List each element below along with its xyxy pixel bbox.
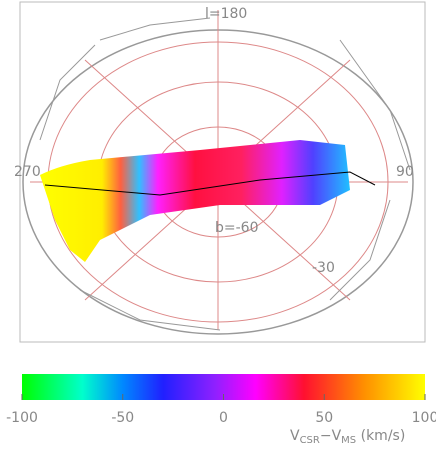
- label-part: V: [290, 428, 300, 444]
- velocity-cloud: [40, 140, 350, 262]
- annotation: l=180: [205, 6, 247, 22]
- colorbar-tick-label: -50: [111, 410, 134, 426]
- annotation: b=-60: [215, 220, 258, 236]
- colorbar-tick-label: -100: [6, 410, 38, 426]
- label-part: CSR: [300, 435, 320, 445]
- label-part: (km/s): [356, 428, 405, 444]
- colorbar-label: VCSR−VMS (km/s): [290, 428, 405, 445]
- colorbar-tick-label: 0: [219, 410, 228, 426]
- colorbar-tick-label: 50: [315, 410, 333, 426]
- stream-track: [44, 171, 376, 196]
- colorbar-tick-label: 100: [412, 410, 436, 426]
- annotation: 270: [14, 164, 41, 180]
- plot-frame: [19, 1, 426, 343]
- annotation: -30: [312, 260, 335, 276]
- annotation: 90: [396, 164, 414, 180]
- label-part: MS: [341, 435, 356, 445]
- label-part: −V: [320, 428, 342, 444]
